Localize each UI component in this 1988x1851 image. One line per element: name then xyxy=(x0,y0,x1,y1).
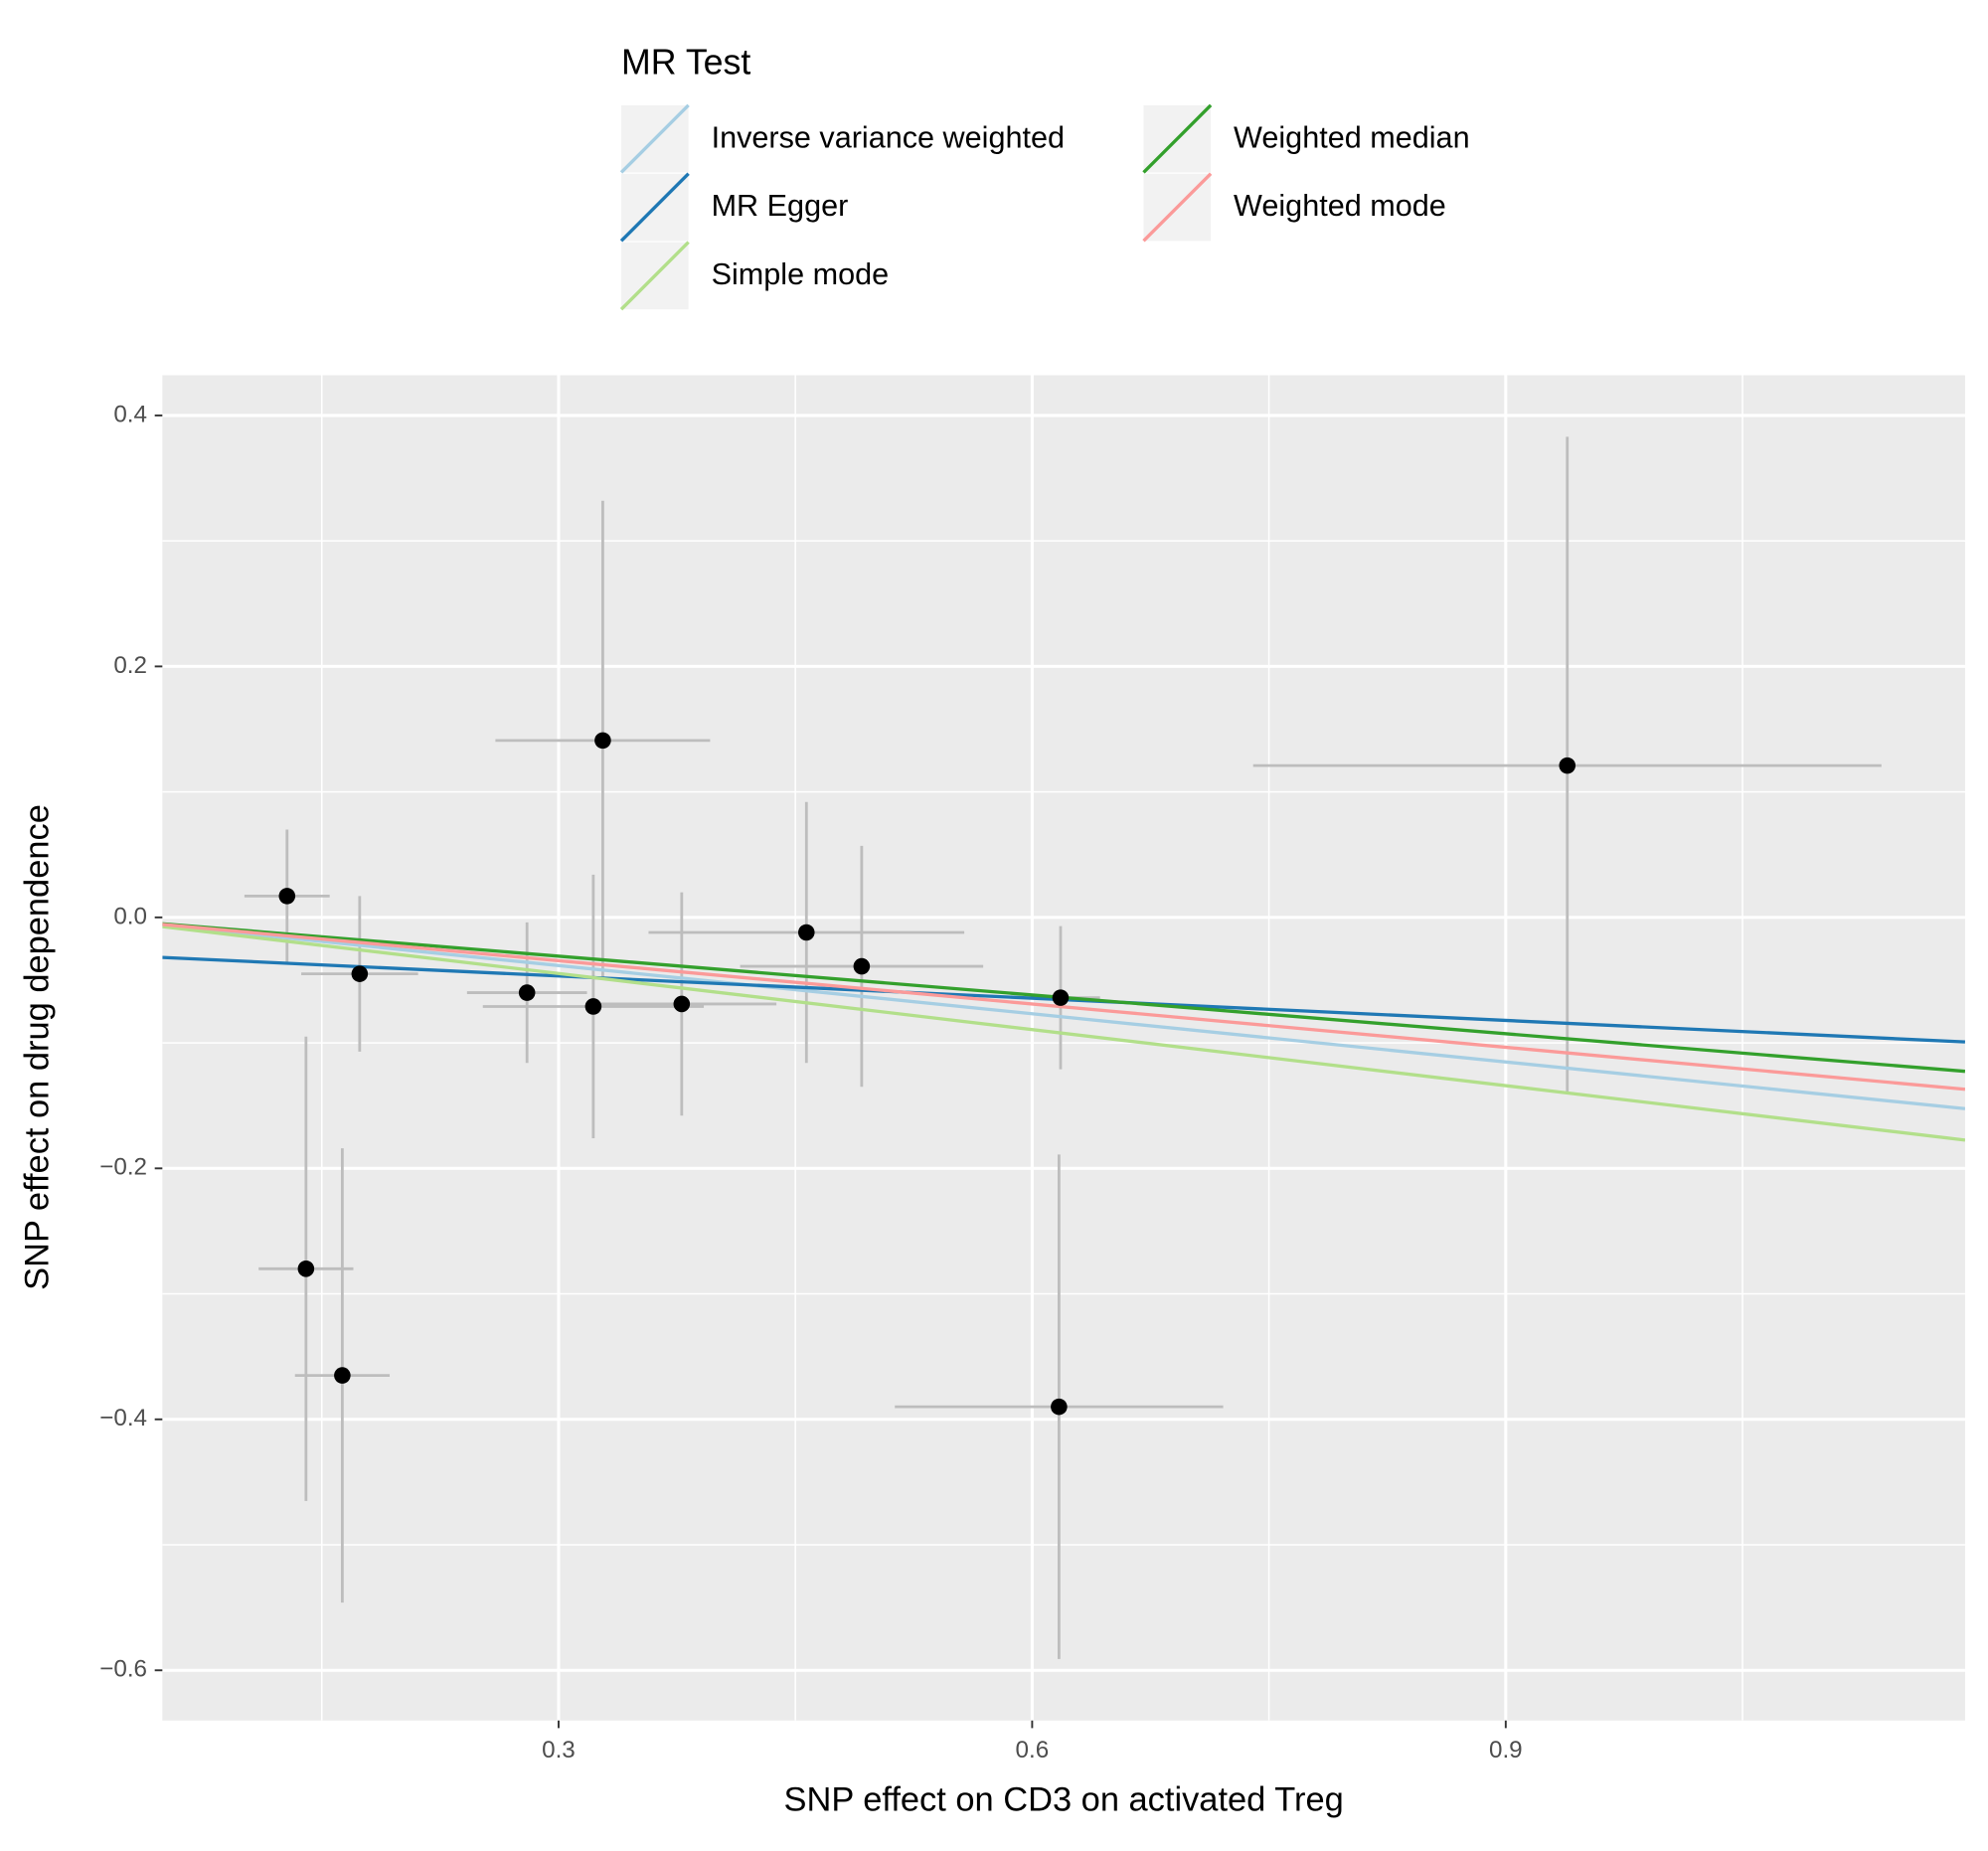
data-point xyxy=(1051,1398,1068,1416)
y-tick-label: 0.2 xyxy=(113,652,147,679)
legend-title: MR Test xyxy=(621,42,750,82)
y-tick-label: −0.4 xyxy=(99,1405,147,1431)
y-tick-label: 0.0 xyxy=(113,903,147,929)
y-tick-label: −0.2 xyxy=(99,1154,147,1181)
data-point xyxy=(594,732,611,750)
legend-label: Weighted mode xyxy=(1234,189,1446,223)
x-tick-label: 0.6 xyxy=(1016,1737,1050,1764)
plot-area xyxy=(162,375,1965,1721)
data-point xyxy=(584,998,602,1015)
regression-line xyxy=(162,925,1965,1142)
legend-swatch xyxy=(1142,172,1213,243)
data-point xyxy=(297,1261,315,1277)
y-axis-title: SNP effect on drug dependence xyxy=(19,804,57,1290)
legend-label: Weighted median xyxy=(1234,120,1470,154)
data-point xyxy=(797,924,815,941)
data-point xyxy=(673,995,691,1013)
data-point xyxy=(351,965,369,982)
data-point xyxy=(1559,757,1576,774)
data-point xyxy=(518,984,536,1001)
regression-line xyxy=(162,924,1965,1110)
legend-swatch xyxy=(619,241,690,311)
data-point xyxy=(334,1367,351,1384)
data-point xyxy=(853,957,871,975)
x-tick-label: 0.9 xyxy=(1489,1737,1523,1764)
data-point xyxy=(1052,989,1070,1006)
legend-label: MR Egger xyxy=(712,189,849,223)
y-tick-label: 0.4 xyxy=(113,401,147,427)
legend-label: Simple mode xyxy=(712,257,890,291)
y-tick-label: −0.6 xyxy=(99,1656,147,1683)
legend-swatch xyxy=(619,172,690,243)
x-tick-label: 0.3 xyxy=(542,1737,576,1764)
x-axis-title: SNP effect on CD3 on activated Treg xyxy=(784,1780,1344,1818)
regression-line xyxy=(162,923,1965,1092)
data-point xyxy=(278,888,296,905)
legend-swatch xyxy=(1142,103,1213,174)
legend-swatch xyxy=(619,103,690,174)
legend-label: Inverse variance weighted xyxy=(712,120,1065,154)
